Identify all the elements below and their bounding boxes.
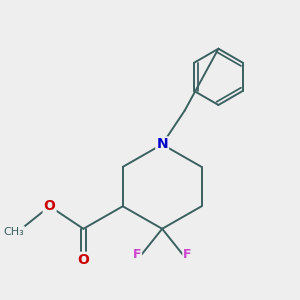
- Text: O: O: [44, 199, 56, 213]
- Text: F: F: [183, 248, 192, 261]
- Text: O: O: [77, 253, 89, 267]
- Text: F: F: [133, 248, 141, 261]
- Text: N: N: [156, 137, 168, 152]
- Text: CH₃: CH₃: [4, 226, 24, 237]
